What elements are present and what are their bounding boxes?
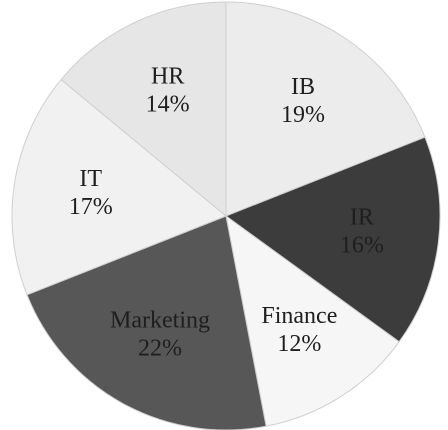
slice-label: IB — [291, 74, 315, 100]
pie-slice — [225, 214, 400, 427]
slice-label: IR — [350, 205, 374, 231]
pie-slice — [224, 136, 441, 343]
slice-label: IT — [79, 166, 102, 192]
slice-label: HR — [151, 64, 184, 90]
slice-value-label: 19% — [281, 102, 325, 128]
slice-value-label: 17% — [69, 194, 113, 220]
pie-slice — [60, 1, 227, 218]
pie-slice — [225, 1, 426, 217]
slice-label: Marketing — [110, 308, 210, 334]
slice-value-label: 14% — [146, 92, 190, 118]
slice-value-label: 16% — [340, 233, 384, 259]
slice-label: Finance — [261, 303, 337, 329]
slice-value-label: 22% — [138, 336, 182, 362]
slice-value-label: 12% — [277, 331, 321, 357]
pie-slice — [11, 78, 227, 296]
